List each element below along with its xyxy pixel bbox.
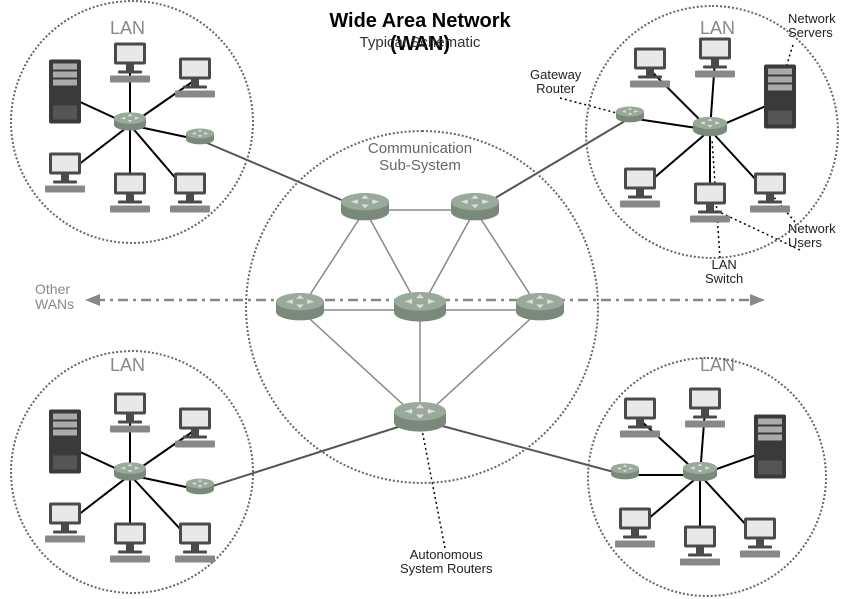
- gateway-router-gw_tl1: [114, 111, 146, 138]
- pc-br-2: [613, 506, 657, 555]
- pc-tr-1: [693, 36, 737, 85]
- core-router-c_bot: [394, 400, 446, 439]
- lan-switch-label: LANSwitch: [705, 258, 743, 287]
- core-router-c_top_r: [451, 192, 499, 229]
- pc-bl-4: [173, 521, 217, 570]
- pc-tr-2: [618, 166, 662, 215]
- pc-tl-4: [168, 171, 212, 220]
- pc-bl-3: [108, 521, 152, 570]
- pc-tr-0: [628, 46, 672, 95]
- gateway-router-gw_bl2: [186, 478, 214, 503]
- pc-tr-3: [688, 181, 732, 230]
- pc-bl-0: [108, 391, 152, 440]
- pc-bl-1: [173, 406, 217, 455]
- diagram-canvas: Wide Area Network (WAN) Typical Schemati…: [0, 0, 850, 599]
- server-tl: [45, 58, 85, 133]
- pc-bl-2: [43, 501, 87, 550]
- core-router-c_mid_l: [276, 292, 324, 329]
- gateway-router-gw_br1: [611, 463, 639, 488]
- pc-tl-1: [173, 56, 217, 105]
- gateway-router-label: GatewayRouter: [530, 68, 581, 97]
- subtitle: Typical Schematic: [340, 34, 500, 51]
- autonomous-routers-label: AutonomousSystem Routers: [400, 548, 492, 577]
- gateway-router-gw_tr1: [616, 106, 644, 131]
- pc-tl-3: [108, 171, 152, 220]
- gateway-router-gw_br2: [683, 461, 717, 489]
- gateway-router-gw_tl2: [186, 128, 214, 153]
- pc-tl-0: [108, 41, 152, 90]
- pc-br-1: [683, 386, 727, 435]
- other-wans-label: OtherWANs: [35, 282, 74, 313]
- pc-br-4: [738, 516, 782, 565]
- gateway-router-gw_bl1: [114, 461, 146, 488]
- server-bl: [45, 408, 85, 483]
- core-router-c_top_l: [341, 192, 389, 229]
- pc-tl-2: [43, 151, 87, 200]
- pc-tr-4: [748, 171, 792, 220]
- server-tr: [760, 63, 800, 138]
- pc-br-0: [618, 396, 662, 445]
- pc-br-3: [678, 524, 722, 573]
- core-router-c_mid_r: [516, 292, 564, 329]
- gateway-router-gw_tr2: [693, 116, 727, 144]
- core-router-c_mid_c: [394, 290, 446, 329]
- server-br: [750, 413, 790, 488]
